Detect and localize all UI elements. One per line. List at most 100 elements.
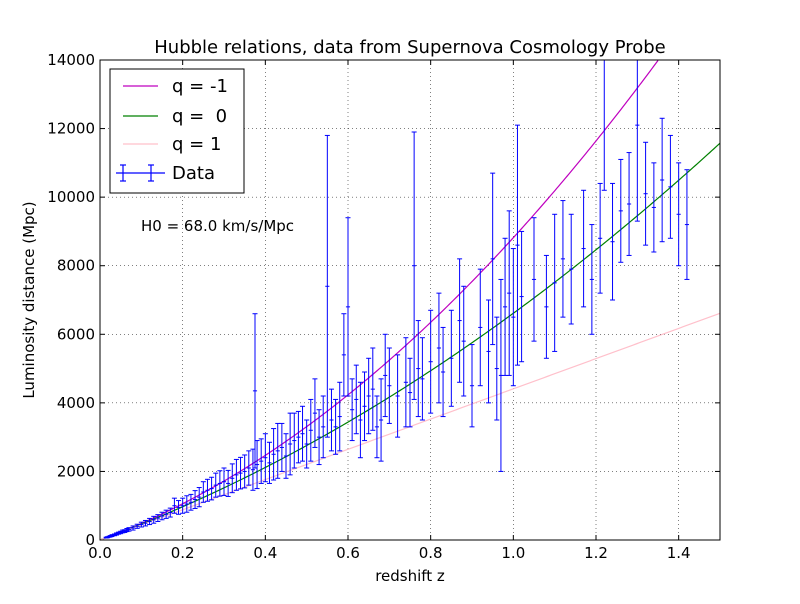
data-point [151, 515, 157, 524]
y-tick-label: 6000 [57, 325, 95, 343]
data-point [159, 511, 165, 521]
data-point [167, 507, 173, 518]
data-point [196, 487, 202, 508]
data-point [552, 213, 558, 352]
data-point [506, 210, 512, 376]
data-point [610, 182, 616, 301]
data-point [225, 469, 231, 497]
data-point [324, 134, 330, 438]
curve-q--1 [99, 60, 659, 541]
legend-label: q = 1 [172, 134, 221, 155]
data-point [428, 309, 434, 414]
x-tick-label: 0.8 [419, 544, 443, 562]
data-point [407, 357, 413, 428]
data-point [279, 422, 285, 472]
legend-swatch-data [116, 164, 165, 182]
data-point [266, 441, 272, 484]
data-point [312, 378, 318, 448]
data-point [626, 152, 632, 256]
data-point [494, 316, 500, 421]
data-point [217, 470, 223, 497]
data-point [357, 381, 363, 459]
chart-title: Hubble relations, data from Supernova Co… [154, 37, 666, 58]
data-point [486, 299, 492, 404]
data-point [568, 213, 574, 325]
data-point [353, 364, 359, 435]
data-point [469, 344, 475, 428]
data-point [184, 495, 190, 513]
data-points [103, 59, 690, 539]
data-point [498, 278, 504, 472]
data-point [176, 500, 182, 515]
x-tick-label: 1.4 [667, 544, 691, 562]
data-point [163, 509, 169, 519]
data-point [531, 217, 537, 342]
legend-label-data: Data [172, 163, 215, 184]
legend-label: q = 0 [172, 106, 227, 127]
legend: q = -1 q = 0 q = 1 Data [109, 68, 245, 194]
x-tick-label: 0.6 [336, 544, 360, 562]
data-point [213, 472, 219, 498]
data-point [333, 398, 339, 455]
y-tick-label: 2000 [57, 462, 95, 480]
data-point [130, 525, 136, 531]
data-point [126, 527, 132, 532]
data-point [320, 395, 326, 459]
data-point [374, 395, 380, 459]
legend-label: q = -1 [172, 76, 228, 97]
data-point [461, 285, 467, 397]
y-axis-label: Luminosity distance (Mpc) [20, 201, 38, 398]
data-point [204, 478, 210, 502]
data-point [651, 162, 657, 253]
data-point [589, 224, 595, 335]
data-point [262, 433, 268, 483]
data-point [411, 131, 417, 400]
data-point [403, 337, 409, 428]
y-tick-label: 10000 [47, 188, 95, 206]
data-point [246, 450, 252, 486]
data-point [419, 337, 425, 421]
data-point [510, 248, 516, 387]
data-point [477, 268, 483, 387]
data-point [370, 347, 376, 431]
data-point [200, 481, 206, 503]
data-point [221, 467, 227, 496]
h0-annotation: H0 = 68.0 km/s/Mpc [141, 217, 294, 235]
data-point [643, 141, 649, 246]
data-point [308, 398, 314, 462]
data-point [684, 169, 690, 280]
data-point [395, 354, 401, 438]
data-point [188, 493, 194, 511]
data-point [490, 172, 496, 346]
data-point [242, 454, 248, 489]
x-tick-label: 0.4 [253, 544, 277, 562]
data-point [316, 409, 322, 466]
data-point [134, 523, 140, 529]
data-point [300, 405, 306, 462]
data-point [349, 378, 355, 442]
x-tick-label: 1.0 [501, 544, 525, 562]
data-point [271, 428, 277, 481]
data-point [283, 433, 289, 479]
data-point [415, 320, 421, 418]
y-tick-label: 14000 [47, 51, 95, 69]
y-tick-label: 12000 [47, 120, 95, 138]
data-point [362, 371, 368, 442]
axis-ticks: 0.0 0.2 0.4 0.6 0.8 1.0 1.2 1.4 0 2000 4000 6000 800… [47, 51, 720, 562]
data-point [440, 326, 446, 418]
data-point [457, 258, 463, 383]
data-point [233, 458, 239, 491]
data-point [659, 117, 665, 243]
x-axis-label: redshift z [375, 567, 445, 585]
data-point [258, 438, 264, 484]
data-point [514, 124, 520, 366]
data-point [448, 309, 454, 407]
data-point [337, 381, 343, 452]
data-point [180, 497, 186, 514]
data-point [295, 410, 301, 464]
data-point [229, 463, 235, 494]
x-tick-label: 1.2 [584, 544, 608, 562]
data-point [238, 456, 244, 490]
